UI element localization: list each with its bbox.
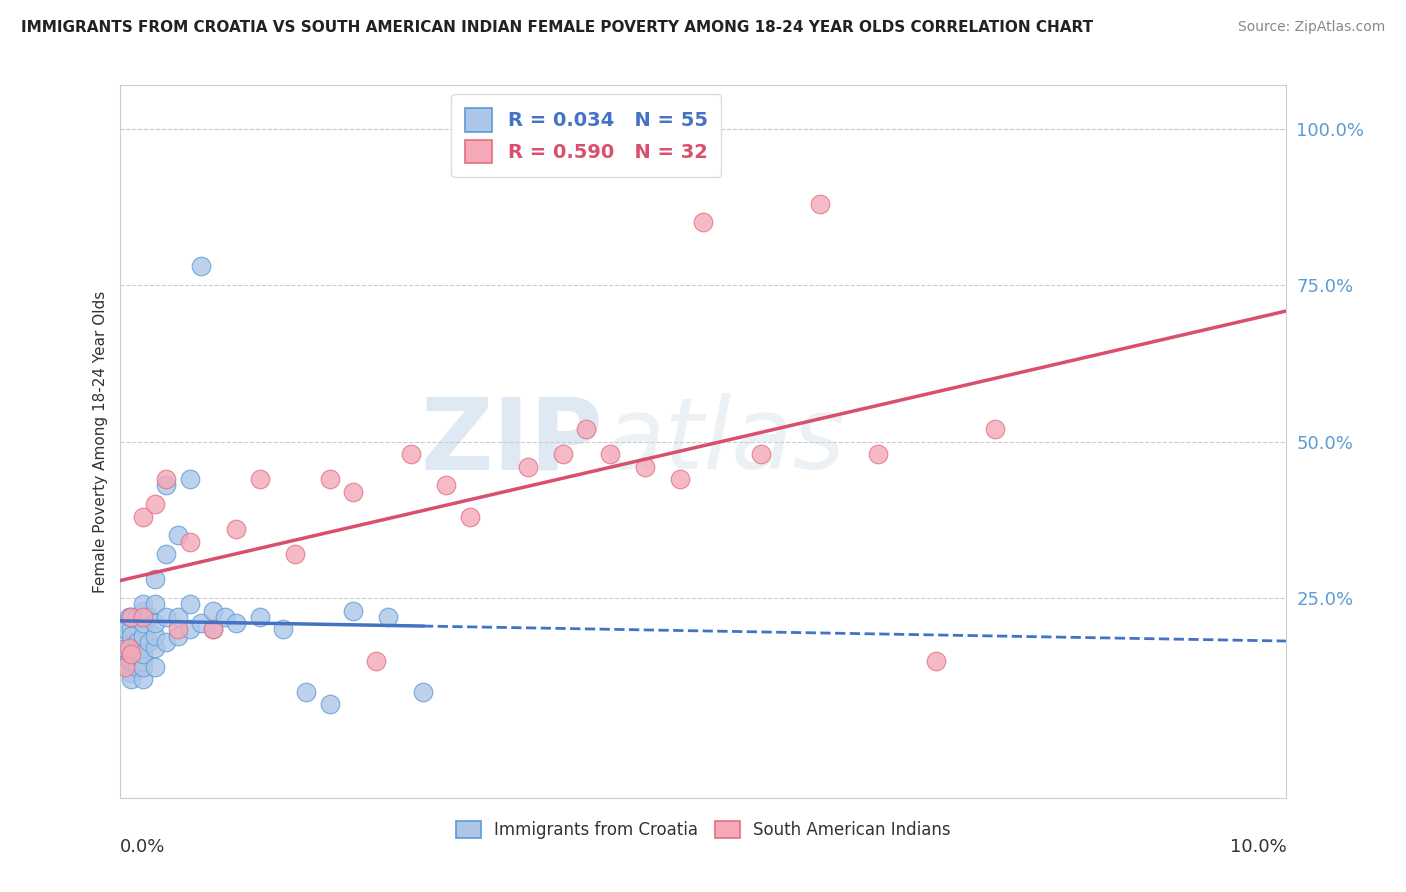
Point	[155, 478, 177, 492]
Point	[434, 478, 457, 492]
Point	[132, 616, 155, 631]
Point	[120, 648, 142, 662]
Point	[166, 623, 188, 637]
Point	[114, 660, 136, 674]
Point	[749, 447, 772, 461]
Point	[249, 609, 271, 624]
Point	[120, 648, 142, 662]
Point	[132, 673, 155, 687]
Point	[214, 609, 236, 624]
Point	[120, 666, 142, 681]
Point	[377, 609, 399, 624]
Point	[120, 635, 142, 649]
Point	[668, 472, 690, 486]
Point	[132, 648, 155, 662]
Point	[271, 623, 294, 637]
Point	[179, 534, 201, 549]
Point	[925, 654, 948, 668]
Text: 0.0%: 0.0%	[120, 838, 165, 855]
Point	[125, 635, 148, 649]
Point	[190, 616, 212, 631]
Point	[125, 660, 148, 674]
Text: atlas: atlas	[603, 393, 845, 490]
Point	[143, 616, 166, 631]
Point	[138, 635, 160, 649]
Point	[225, 616, 247, 631]
Point	[399, 447, 422, 461]
Point	[179, 597, 201, 611]
Point	[318, 472, 340, 486]
Point	[120, 609, 142, 624]
Point	[120, 629, 142, 643]
Point	[692, 215, 714, 229]
Point	[166, 609, 188, 624]
Point	[179, 472, 201, 486]
Point	[143, 497, 166, 511]
Point	[366, 654, 388, 668]
Point	[166, 629, 188, 643]
Point	[143, 660, 166, 674]
Point	[132, 641, 155, 656]
Point	[249, 472, 271, 486]
Point	[132, 629, 155, 643]
Point	[155, 547, 177, 561]
Text: ZIP: ZIP	[420, 393, 603, 490]
Point	[120, 609, 142, 624]
Point	[575, 422, 598, 436]
Point	[283, 547, 307, 561]
Point	[155, 609, 177, 624]
Point	[138, 609, 160, 624]
Point	[155, 472, 177, 486]
Point	[458, 509, 481, 524]
Point	[190, 260, 212, 274]
Point	[132, 509, 155, 524]
Point	[599, 447, 621, 461]
Point	[983, 422, 1005, 436]
Point	[132, 654, 155, 668]
Point	[166, 528, 188, 542]
Point	[201, 623, 224, 637]
Point	[201, 623, 224, 637]
Point	[225, 522, 247, 536]
Point	[114, 623, 136, 637]
Point	[143, 641, 166, 656]
Point	[179, 623, 201, 637]
Point	[132, 609, 155, 624]
Point	[633, 459, 655, 474]
Point	[295, 685, 318, 699]
Text: IMMIGRANTS FROM CROATIA VS SOUTH AMERICAN INDIAN FEMALE POVERTY AMONG 18-24 YEAR: IMMIGRANTS FROM CROATIA VS SOUTH AMERICA…	[21, 20, 1094, 35]
Point	[120, 673, 142, 687]
Y-axis label: Female Poverty Among 18-24 Year Olds: Female Poverty Among 18-24 Year Olds	[93, 291, 108, 592]
Point	[114, 641, 136, 656]
Point	[132, 660, 155, 674]
Point	[118, 654, 141, 668]
Point	[866, 447, 889, 461]
Point	[342, 603, 364, 617]
Point	[342, 484, 364, 499]
Point	[120, 654, 142, 668]
Point	[143, 597, 166, 611]
Point	[118, 609, 141, 624]
Point	[318, 698, 340, 712]
Point	[143, 629, 166, 643]
Point	[132, 603, 155, 617]
Text: Source: ZipAtlas.com: Source: ZipAtlas.com	[1237, 20, 1385, 34]
Legend: Immigrants from Croatia, South American Indians: Immigrants from Croatia, South American …	[447, 813, 959, 847]
Point	[517, 459, 540, 474]
Point	[551, 447, 574, 461]
Point	[132, 597, 155, 611]
Point	[201, 603, 224, 617]
Point	[155, 635, 177, 649]
Point	[143, 572, 166, 586]
Point	[118, 641, 141, 656]
Point	[808, 196, 831, 211]
Point	[412, 685, 434, 699]
Text: 10.0%: 10.0%	[1230, 838, 1286, 855]
Point	[125, 609, 148, 624]
Point	[120, 623, 142, 637]
